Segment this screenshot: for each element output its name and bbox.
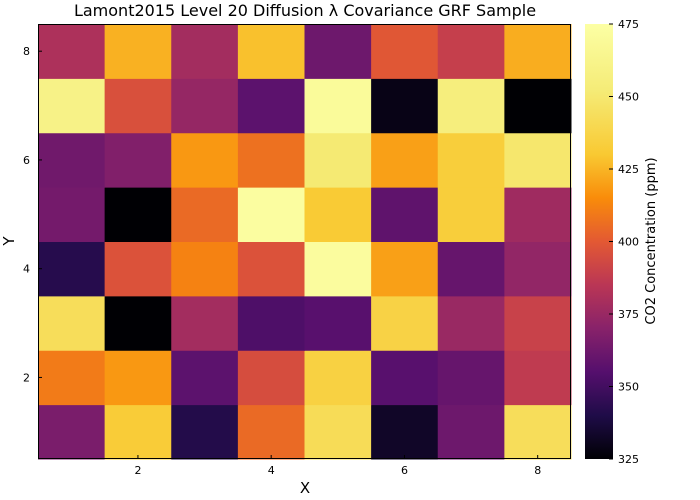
heatmap-cell (38, 24, 106, 79)
heatmap-cell (38, 404, 106, 460)
heatmap-cell (38, 350, 106, 406)
heatmap-cell (38, 241, 106, 297)
heatmap-cell (437, 132, 505, 188)
heatmap-cell (171, 132, 239, 188)
heatmap-cell (237, 132, 305, 188)
heatmap-cell (237, 78, 305, 134)
heatmap-cell (304, 24, 372, 79)
y-axis-label: Y (0, 236, 18, 247)
heatmap-cell (371, 295, 439, 351)
heatmap-cell (171, 187, 239, 242)
colorbar-tick-label: 375 (618, 308, 639, 321)
heatmap-cell (104, 187, 172, 242)
heatmap-cell (171, 350, 239, 406)
heatmap-cell (104, 241, 172, 297)
heatmap-cell (171, 24, 239, 79)
heatmap-cell (437, 78, 505, 134)
heatmap-cell (237, 24, 305, 79)
heatmap-cells (38, 24, 572, 460)
heatmap-cell (504, 78, 572, 134)
heatmap-cell (104, 350, 172, 406)
colorbar-label: CO2 Concentration (ppm) (644, 157, 659, 324)
heatmap-cell (237, 295, 305, 351)
heatmap-cell (504, 132, 572, 188)
heatmap-cell (437, 24, 505, 79)
colorbar-tick-label: 475 (618, 18, 639, 31)
heatmap-cell (38, 187, 106, 242)
heatmap-cell (437, 404, 505, 460)
colorbar-tick-label: 425 (618, 163, 639, 176)
heatmap-cell (104, 132, 172, 188)
heatmap-cell (38, 78, 106, 134)
heatmap-cell (437, 241, 505, 297)
heatmap-cell (371, 404, 439, 460)
colorbar-ticks: 325 350 375 400 425 450 475 (609, 18, 639, 466)
heatmap-cell (371, 350, 439, 406)
heatmap-cell (371, 132, 439, 188)
heatmap-cell (504, 295, 572, 351)
x-tick-label: 8 (534, 464, 541, 477)
heatmap-cell (437, 187, 505, 242)
colorbar-tick-label: 325 (618, 453, 639, 466)
colorbar (585, 24, 613, 459)
x-tick-label: 2 (134, 464, 141, 477)
heatmap-cell (304, 241, 372, 297)
heatmap-cell (104, 24, 172, 79)
heatmap-cell (237, 350, 305, 406)
heatmap-cell (38, 132, 106, 188)
colorbar-tick-label: 400 (618, 236, 639, 249)
heatmap-cell (171, 78, 239, 134)
heatmap-cell (504, 241, 572, 297)
heatmap-cell (304, 295, 372, 351)
heatmap-cell (504, 187, 572, 242)
heatmap-cell (504, 404, 572, 460)
colorbar-tick-label: 450 (618, 91, 639, 104)
y-tick-label: 6 (23, 154, 30, 167)
y-tick-label: 2 (23, 371, 30, 384)
heatmap-cell (304, 187, 372, 242)
heatmap-cell (304, 404, 372, 460)
x-axis-label: X (300, 479, 310, 497)
x-tick-label: 4 (268, 464, 275, 477)
heatmap-cell (304, 78, 372, 134)
plot-frame (38, 24, 571, 459)
x-tick-label: 6 (401, 464, 408, 477)
heatmap-cell (171, 404, 239, 460)
heatmap-cell (304, 132, 372, 188)
chart-title: Lamont2015 Level 20 Diffusion λ Covarian… (74, 1, 536, 20)
heatmap-cell (371, 241, 439, 297)
heatmap-cell (371, 187, 439, 242)
heatmap-cell (237, 404, 305, 460)
heatmap-cell (38, 295, 106, 351)
heatmap-cell (237, 241, 305, 297)
heatmap-cell (104, 78, 172, 134)
heatmap-cell (437, 295, 505, 351)
y-tick-label: 4 (23, 263, 30, 276)
y-axis-ticks: 2 4 6 8 (23, 45, 42, 384)
heatmap-cell (437, 350, 505, 406)
x-axis-ticks: 2 4 6 8 (134, 455, 541, 477)
heatmap-cell (371, 78, 439, 134)
heatmap-cell (171, 241, 239, 297)
heatmap-cell (504, 350, 572, 406)
heatmap-cell (371, 24, 439, 79)
heatmap-cell (304, 350, 372, 406)
colorbar-tick-label: 350 (618, 381, 639, 394)
heatmap-cell (104, 404, 172, 460)
heatmap-cell (504, 24, 572, 79)
heatmap-cell (171, 295, 239, 351)
y-tick-label: 8 (23, 45, 30, 58)
heatmap-cell (237, 187, 305, 242)
heatmap-cell (104, 295, 172, 351)
